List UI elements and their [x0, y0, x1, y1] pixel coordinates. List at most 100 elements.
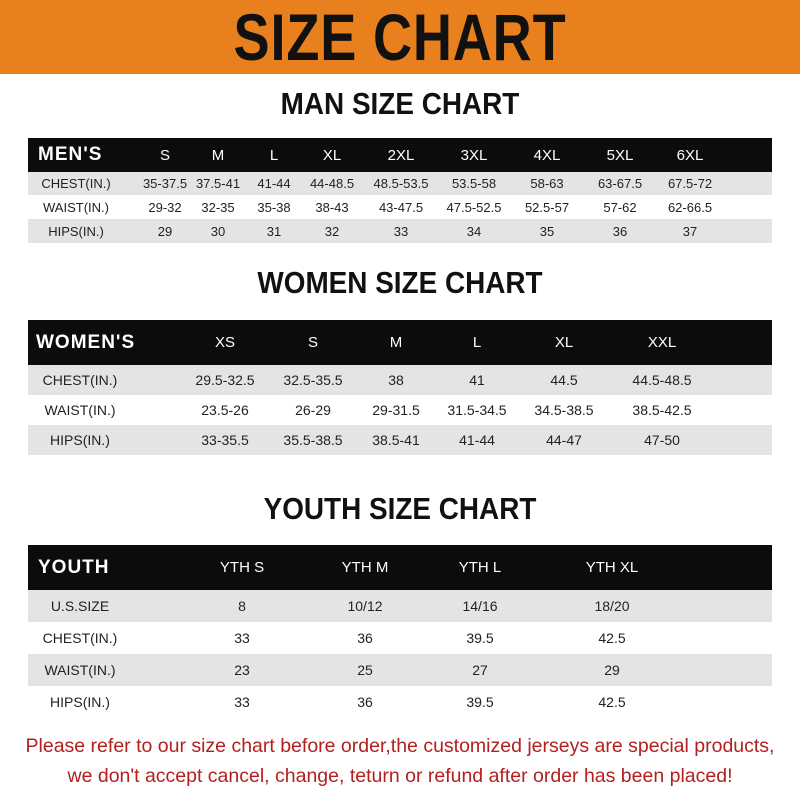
table-row: CHEST(IN.) 29.5-32.5 32.5-35.5 38 41 44.5 44.5… [28, 365, 772, 395]
measurement-cell: 23.5-26 [201, 402, 249, 418]
measurement-cell: 42.5 [598, 694, 626, 710]
size-column-header: XL [554, 334, 574, 351]
row-label: WAIST(IN.) [44, 662, 116, 678]
size-column-header: S [159, 146, 171, 164]
row-label: CHEST(IN.) [41, 176, 111, 191]
measurement-cell: 29-32 [148, 199, 182, 215]
row-label: HIPS(IN.) [50, 694, 110, 710]
women-section-title: WOMEN SIZE CHART [257, 265, 543, 300]
measurement-cell: 26-29 [295, 402, 331, 418]
measurement-cell: 47.5-52.5 [446, 199, 502, 215]
measurement-cell: 29-31.5 [372, 402, 420, 418]
measurement-cell: 33-35.5 [201, 432, 249, 448]
size-column-header: 2XL [387, 146, 415, 164]
measurement-cell: 62-66.5 [667, 199, 713, 215]
table-row: U.S.SIZE 8 10/12 14/16 18/20 [28, 590, 772, 622]
measurement-cell: 35.5-38.5 [283, 432, 343, 448]
measurement-cell: 43-47.5 [378, 199, 424, 215]
size-column-header: YTH XL [585, 559, 639, 576]
measurement-cell: 38-43 [315, 199, 349, 215]
size-column-header: 5XL [606, 146, 634, 164]
size-chart-banner: SIZE CHART [0, 0, 800, 74]
size-column-header: YTH L [458, 559, 502, 576]
table-row: HIPS(IN.) 33 36 39.5 42.5 [28, 686, 772, 718]
measurement-cell: 29.5-32.5 [195, 372, 255, 388]
table-row: WAIST(IN.) 23 25 27 29 [28, 654, 772, 686]
men-size-table: MEN'S S M L XL 2XL 3XL 4XL 5XL 6XL CHEST(IN.) 35-37… [28, 138, 772, 243]
size-column-header: L [269, 146, 279, 164]
measurement-cell: 41-44 [257, 176, 291, 191]
row-label: HIPS(IN.) [50, 432, 110, 448]
row-label: U.S.SIZE [50, 598, 110, 614]
measurement-cell: 37.5-41 [195, 176, 241, 191]
measurement-cell: 35 [539, 223, 555, 239]
measurement-cell: 44-47 [546, 432, 582, 448]
table-row: WAIST(IN.) 29-32 32-35 35-38 38-43 43-47.5 47.… [28, 195, 772, 219]
measurement-cell: 35-38 [257, 199, 291, 215]
size-column-header: XS [214, 334, 236, 351]
size-column-header: YTH S [219, 559, 265, 576]
notice-line-2: we don't accept cancel, change, teturn o… [67, 765, 733, 787]
measurement-cell: 37 [682, 223, 698, 239]
measurement-cell: 53.5-58 [451, 176, 497, 191]
men-header-label: MEN'S [38, 144, 103, 165]
size-column-header: L [472, 334, 482, 351]
measurement-cell: 44-48.5 [309, 176, 355, 191]
women-size-table: WOMEN'S XS S M L XL XXL CHEST(IN.) 29.5-32.5 32.5… [28, 320, 772, 455]
row-label: HIPS(IN.) [48, 223, 104, 239]
measurement-cell: 27 [472, 662, 488, 678]
size-column-header: YTH M [341, 559, 389, 576]
measurement-cell: 47-50 [644, 432, 680, 448]
banner-title: SIZE CHART [233, 0, 567, 74]
table-row: HIPS(IN.) 29 30 31 32 33 34 35 36 37 [28, 219, 772, 243]
table-row: HIPS(IN.) 33-35.5 35.5-38.5 38.5-41 41-44 44-… [28, 425, 772, 455]
measurement-cell: 18/20 [594, 598, 630, 614]
measurement-cell: 39.5 [466, 630, 494, 646]
size-column-header: 6XL [676, 146, 704, 164]
row-label: CHEST(IN.) [42, 630, 118, 646]
measurement-cell: 38.5-42.5 [632, 402, 692, 418]
measurement-cell: 41-44 [459, 432, 495, 448]
row-label: CHEST(IN.) [42, 372, 118, 388]
measurement-cell: 30 [210, 223, 226, 239]
table-row: CHEST(IN.) 35-37.5 37.5-41 41-44 44-48.5 48.5… [28, 172, 772, 195]
measurement-cell: 32.5-35.5 [283, 372, 343, 388]
measurement-cell: 29 [604, 662, 620, 678]
measurement-cell: 36 [357, 694, 373, 710]
size-column-header: 4XL [533, 146, 561, 164]
measurement-cell: 34 [466, 223, 482, 239]
measurement-cell: 14/16 [462, 598, 498, 614]
women-header-row: WOMEN'S XS S M L XL XXL [28, 320, 772, 365]
measurement-cell: 38.5-41 [372, 432, 420, 448]
measurement-cell: 34.5-38.5 [534, 402, 594, 418]
measurement-cell: 36 [612, 223, 628, 239]
measurement-cell: 35-37.5 [142, 176, 188, 191]
youth-header-row: YOUTH YTH S YTH M YTH L YTH XL [28, 545, 772, 590]
measurement-cell: 36 [357, 630, 373, 646]
measurement-cell: 32-35 [201, 199, 235, 215]
row-label: WAIST(IN.) [44, 402, 116, 418]
measurement-cell: 38 [388, 372, 404, 388]
measurement-cell: 33 [234, 694, 250, 710]
measurement-cell: 42.5 [598, 630, 626, 646]
size-column-header: 3XL [460, 146, 488, 164]
measurement-cell: 25 [357, 662, 373, 678]
measurement-cell: 63-67.5 [597, 176, 643, 191]
youth-section-title: YOUTH SIZE CHART [263, 491, 537, 526]
size-column-header: XXL [647, 334, 677, 351]
measurement-cell: 31.5-34.5 [447, 402, 507, 418]
measurement-cell: 29 [157, 223, 173, 239]
notice-line-1: Please refer to our size chart before or… [25, 735, 775, 757]
youth-size-table: YOUTH YTH S YTH M YTH L YTH XL U.S.SIZE 8 10/12… [28, 545, 772, 718]
measurement-cell: 52.5-57 [524, 199, 570, 215]
measurement-cell: 41 [469, 372, 485, 388]
women-header-label: WOMEN'S [36, 331, 136, 353]
size-column-header: XL [322, 146, 342, 164]
men-section-title: MAN SIZE CHART [280, 86, 520, 121]
measurement-cell: 57-62 [603, 199, 637, 215]
measurement-cell: 67.5-72 [667, 176, 713, 191]
measurement-cell: 39.5 [466, 694, 494, 710]
measurement-cell: 44.5-48.5 [632, 372, 692, 388]
measurement-cell: 33 [234, 630, 250, 646]
measurement-cell: 58-63 [530, 176, 564, 191]
